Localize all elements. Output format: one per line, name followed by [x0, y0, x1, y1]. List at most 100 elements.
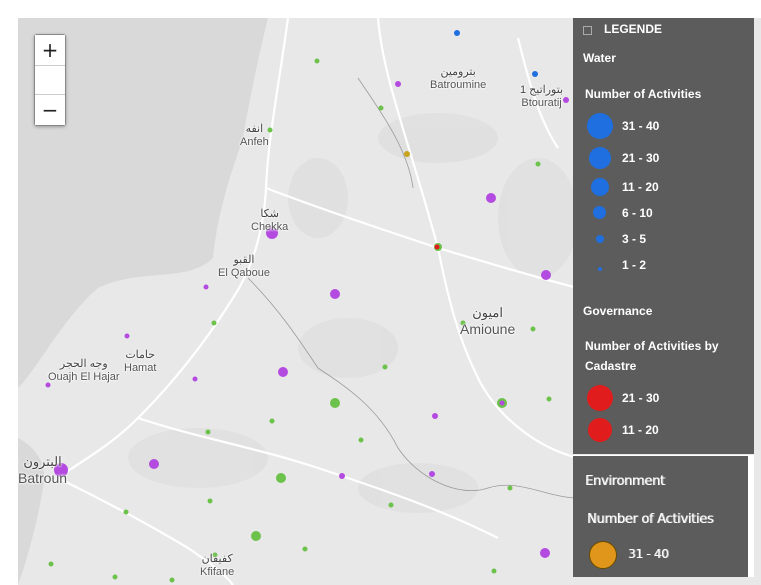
activity-marker [378, 105, 384, 111]
sea-area [18, 18, 268, 388]
legend-item-label: 3 - 5 [622, 232, 647, 246]
place-label-batroun: البترون Batroun [18, 454, 67, 486]
legend-circle-icon [587, 113, 613, 139]
activity-marker [205, 429, 211, 435]
place-name-arabic: البترون [23, 454, 62, 469]
activity-marker [112, 574, 118, 580]
activity-marker [388, 502, 394, 508]
legend-circle-icon [591, 178, 609, 196]
legend-item: 31 - 40 [585, 112, 754, 142]
activity-marker [339, 473, 345, 479]
legend-toggle-checkbox[interactable] [583, 26, 592, 35]
place-name-arabic: كفيفان [201, 553, 233, 565]
activity-marker [267, 127, 273, 133]
place-name-arabic: اميون [472, 305, 504, 320]
place-label-anfeh: انفه Anfeh [240, 123, 269, 149]
legend-item-label: 11 - 20 [622, 423, 659, 437]
activity-marker [491, 568, 497, 574]
activity-marker [535, 161, 541, 167]
activity-marker [530, 326, 536, 332]
place-label-chekka: شكا Chekka [251, 208, 288, 234]
roads [57, 18, 579, 585]
place-label-batroumine: بترومين Batroumine [430, 66, 486, 92]
place-name-arabic: بتوراتيج 1 [520, 84, 564, 96]
activity-marker [123, 509, 129, 515]
legend-item: 21 - 30 [585, 384, 754, 414]
place-label-amioune: اميون Amioune [460, 305, 515, 337]
activity-marker [48, 561, 54, 567]
legend-title: LEGENDE [604, 22, 663, 36]
place-name-arabic: القبو [233, 254, 255, 266]
place-name-arabic: بترومين [440, 66, 476, 78]
activity-marker [507, 485, 513, 491]
legend-section-title-governance: Governance [583, 304, 653, 318]
legend-circle-icon [589, 147, 611, 169]
zoom-out-button[interactable]: − [35, 95, 65, 125]
place-name-latin: Chekka [251, 221, 289, 233]
activity-marker [45, 382, 51, 388]
legend-item: 1 - 2 [585, 258, 754, 289]
activity-marker [454, 30, 460, 36]
activity-marker [149, 459, 159, 469]
legend-item-label: 11 - 20 [622, 180, 659, 194]
place-name-arabic: وجه الحجر [59, 358, 108, 370]
place-name-arabic: انفه [245, 123, 264, 135]
legend-section-title-water: Water [583, 51, 616, 65]
activity-marker [203, 284, 209, 290]
place-name-arabic: شكا [260, 208, 279, 220]
activity-marker [211, 320, 217, 326]
legend-item: 11 - 20 [585, 176, 754, 206]
place-name-latin: Ouajh El Hajar [48, 371, 120, 383]
activity-marker [434, 244, 440, 250]
place-label-btouratij: بتوراتيج 1 Btouratij [520, 84, 563, 110]
place-label-kfifane: كفيفان Kfifane [200, 553, 234, 579]
activity-marker [278, 367, 288, 377]
legend-section-title-environment: Environment [585, 474, 665, 489]
activity-marker [532, 71, 538, 77]
legend-circle-icon [588, 418, 612, 442]
place-name-latin: Amioune [460, 321, 516, 337]
legend-item: 11 - 20 [585, 417, 754, 447]
activity-marker [169, 577, 175, 583]
sea-area-south [18, 438, 45, 585]
place-label-ouajh-el-hajar: وجه الحجر Ouajh El Hajar [48, 358, 120, 384]
activity-marker [207, 498, 213, 504]
activity-markers [45, 30, 569, 583]
activity-marker [541, 270, 551, 280]
activity-marker [404, 151, 410, 157]
legend-item-label: 1 - 2 [622, 258, 647, 272]
activity-marker [276, 473, 286, 483]
zoom-control-divider [35, 65, 65, 95]
activity-marker [54, 463, 68, 477]
legend-circle-icon [598, 267, 602, 271]
legend-circle-icon [593, 206, 606, 219]
activity-marker [192, 376, 198, 382]
legend-circle-icon [589, 541, 617, 569]
legend-item: 31 - 40 [589, 541, 748, 571]
legend-header: LEGENDE [583, 22, 662, 36]
legend-item: 21 - 30 [585, 145, 754, 175]
place-name-arabic: حامات [125, 349, 156, 361]
place-name-latin: Anfeh [240, 136, 269, 148]
activity-marker [269, 418, 275, 424]
legend-section-subtitle-water: Number of Activities [585, 87, 702, 101]
activity-marker [540, 548, 550, 558]
activity-marker [124, 333, 130, 339]
legend-section-subtitle-governance: Number of Activities by Cadastre [585, 339, 719, 373]
activity-marker [395, 81, 401, 87]
legend-item-label: 21 - 30 [622, 391, 660, 405]
place-name-latin: Kfifane [200, 566, 235, 578]
activity-marker [330, 398, 340, 408]
activity-marker [302, 546, 308, 552]
zoom-in-button[interactable]: + [35, 35, 65, 65]
activity-marker [429, 471, 435, 477]
zoom-control: + − [34, 34, 66, 126]
place-name-latin: Btouratij [521, 97, 562, 109]
activity-marker [266, 227, 278, 239]
map-basemap [18, 18, 579, 585]
legend-circle-icon [596, 235, 604, 243]
activity-marker [499, 400, 505, 406]
legend-item-label: 6 - 10 [622, 206, 653, 220]
activity-marker [251, 531, 261, 541]
legend-item-label: 21 - 30 [622, 151, 660, 165]
